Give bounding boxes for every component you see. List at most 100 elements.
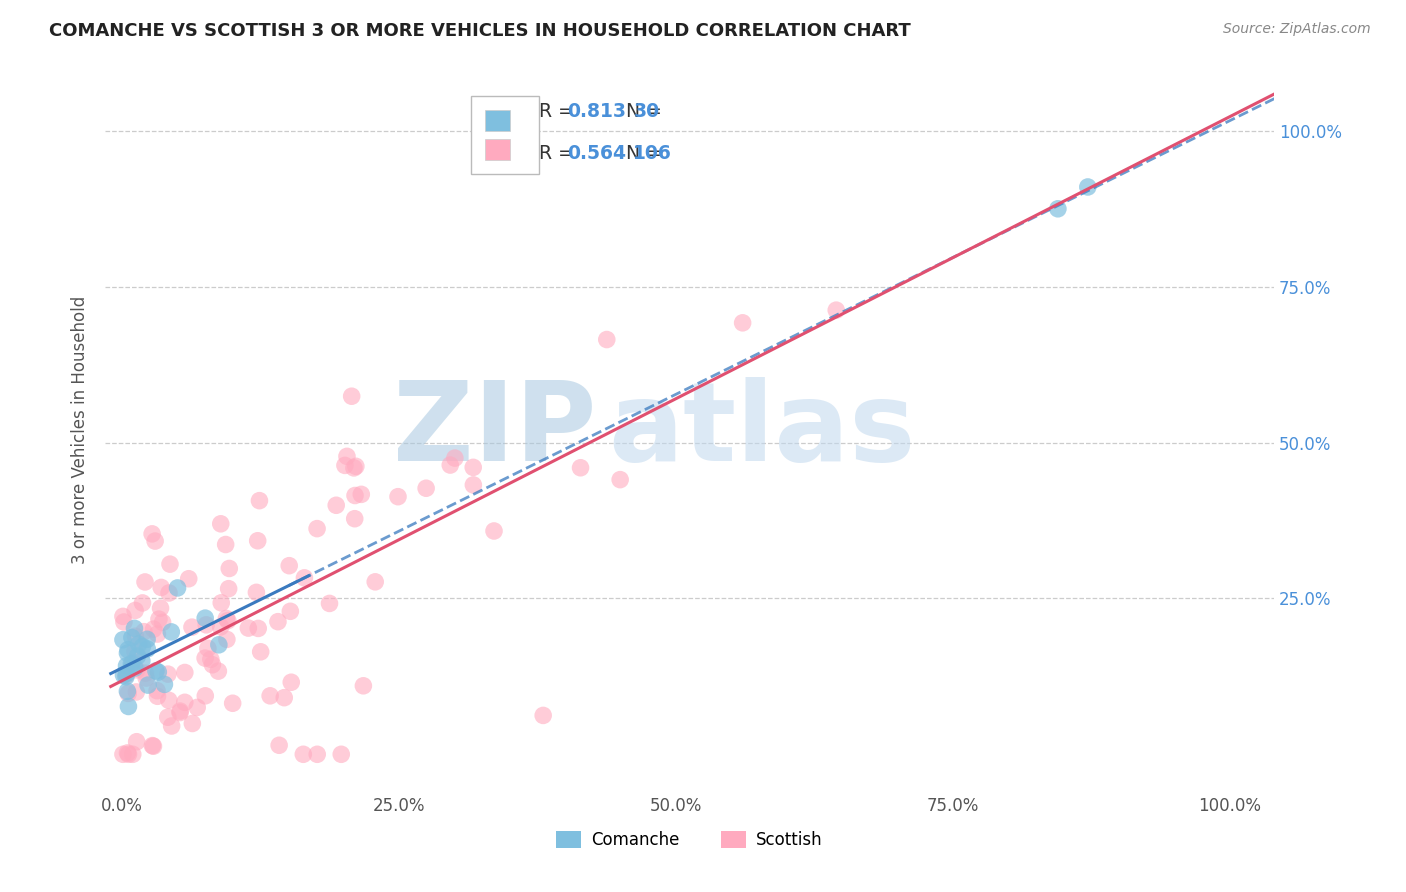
Point <box>352 679 374 693</box>
Point <box>177 572 200 586</box>
Point <box>569 460 592 475</box>
Point <box>117 642 139 657</box>
Text: 30: 30 <box>633 102 659 121</box>
Point <box>197 641 219 656</box>
Point <box>134 666 156 681</box>
Point <box>131 654 153 668</box>
Point <box>278 558 301 573</box>
Point <box>121 747 143 762</box>
Point <box>181 620 204 634</box>
Point <box>120 661 142 675</box>
Point <box>157 693 180 707</box>
Point <box>215 632 238 647</box>
Point <box>117 686 139 700</box>
Point <box>141 739 163 753</box>
Point <box>246 533 269 548</box>
Text: 0.564: 0.564 <box>567 144 626 163</box>
Point <box>121 631 143 645</box>
Point <box>292 747 315 762</box>
Point <box>111 747 134 762</box>
Point <box>596 333 619 347</box>
Point <box>117 684 139 698</box>
Point <box>463 478 485 492</box>
Point <box>194 611 217 625</box>
Point <box>153 677 176 691</box>
Point <box>280 675 302 690</box>
Point <box>117 699 139 714</box>
Point <box>209 620 232 634</box>
Point <box>294 571 316 585</box>
Point <box>124 621 146 635</box>
Point <box>148 665 170 679</box>
Point <box>160 624 183 639</box>
Point <box>124 661 146 675</box>
Point <box>159 557 181 571</box>
Point <box>247 622 270 636</box>
Point <box>217 614 239 628</box>
Text: N =: N = <box>613 144 668 163</box>
Point <box>135 671 157 685</box>
Point <box>111 632 134 647</box>
Point <box>117 746 139 760</box>
Point <box>169 704 191 718</box>
Point <box>173 665 195 680</box>
Point <box>343 512 366 526</box>
Text: R =: R = <box>538 144 579 163</box>
Point <box>112 615 135 629</box>
Point <box>249 645 271 659</box>
Point <box>336 450 359 464</box>
Point <box>209 516 232 531</box>
Point <box>136 678 159 692</box>
Point <box>245 585 267 599</box>
Point <box>115 658 138 673</box>
Point <box>214 537 236 551</box>
Point <box>157 586 180 600</box>
Point <box>121 656 143 670</box>
Point <box>364 574 387 589</box>
Point <box>194 689 217 703</box>
Point <box>325 498 347 512</box>
Point <box>531 708 554 723</box>
Point <box>731 316 754 330</box>
Point <box>194 651 217 665</box>
Point <box>238 621 260 635</box>
Point <box>439 458 461 472</box>
Point <box>115 668 138 682</box>
Point <box>209 596 232 610</box>
Y-axis label: 3 or more Vehicles in Household: 3 or more Vehicles in Household <box>72 296 89 565</box>
Point <box>145 664 167 678</box>
Point <box>1046 202 1069 216</box>
Point <box>463 460 485 475</box>
Point <box>156 667 179 681</box>
Point <box>221 696 243 710</box>
Point <box>128 637 150 651</box>
Text: ZIP: ZIP <box>392 376 596 483</box>
Point <box>143 534 166 549</box>
Point <box>134 574 156 589</box>
Point <box>141 527 163 541</box>
Point <box>340 389 363 403</box>
Point <box>195 618 218 632</box>
Point <box>318 596 340 610</box>
Point <box>117 747 139 762</box>
Text: atlas: atlas <box>607 376 915 483</box>
Text: 0.813: 0.813 <box>567 102 626 121</box>
Point <box>124 603 146 617</box>
Point <box>1077 180 1099 194</box>
Point <box>825 303 848 318</box>
Point <box>132 624 155 639</box>
Text: COMANCHE VS SCOTTISH 3 OR MORE VEHICLES IN HOUSEHOLD CORRELATION CHART: COMANCHE VS SCOTTISH 3 OR MORE VEHICLES … <box>49 22 911 40</box>
Point <box>125 685 148 699</box>
Text: Source: ZipAtlas.com: Source: ZipAtlas.com <box>1223 22 1371 37</box>
Point <box>387 490 409 504</box>
Point <box>150 581 173 595</box>
Point <box>609 473 631 487</box>
Point <box>343 461 366 475</box>
Text: 106: 106 <box>633 144 672 163</box>
Point <box>208 638 231 652</box>
Point <box>124 629 146 643</box>
Point <box>173 695 195 709</box>
Point <box>415 481 437 495</box>
Point <box>201 657 224 672</box>
Point <box>186 700 208 714</box>
